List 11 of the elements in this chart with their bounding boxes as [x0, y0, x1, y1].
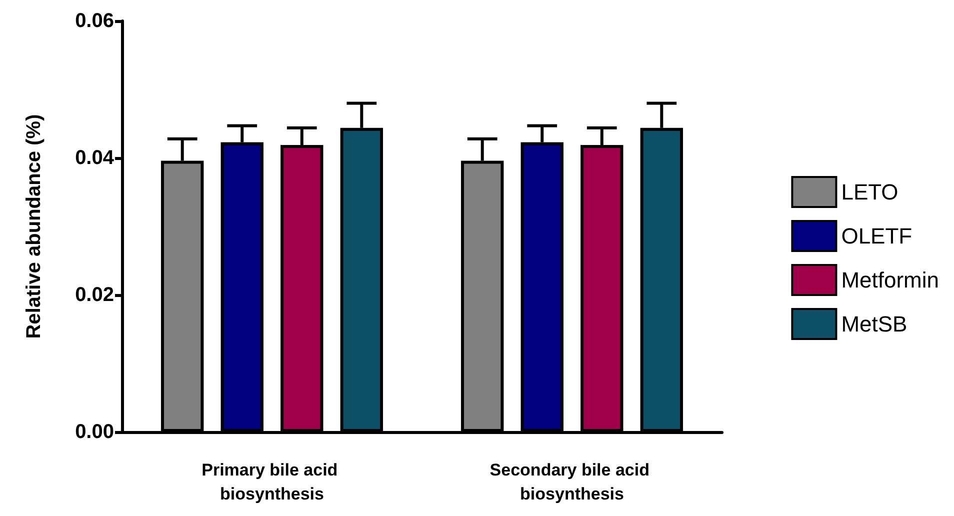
y-tick-label: 0.04: [75, 147, 115, 169]
legend-label: Metformin: [841, 268, 939, 292]
x-tick-label: Secondary bile acid biosynthesis: [490, 460, 654, 504]
y-axis-title: Relative abundance (%): [23, 114, 45, 339]
legend-label: OLETF: [841, 224, 912, 248]
y-tick-label: 0.06: [75, 10, 114, 32]
y-tick-label: 0.00: [75, 421, 114, 443]
legend-label: LETO: [841, 180, 898, 204]
legend-label: MetSB: [841, 312, 908, 336]
x-tick-label: Primary bile acid biosynthesis: [202, 460, 342, 504]
y-tick-label: 0.02: [75, 284, 114, 306]
